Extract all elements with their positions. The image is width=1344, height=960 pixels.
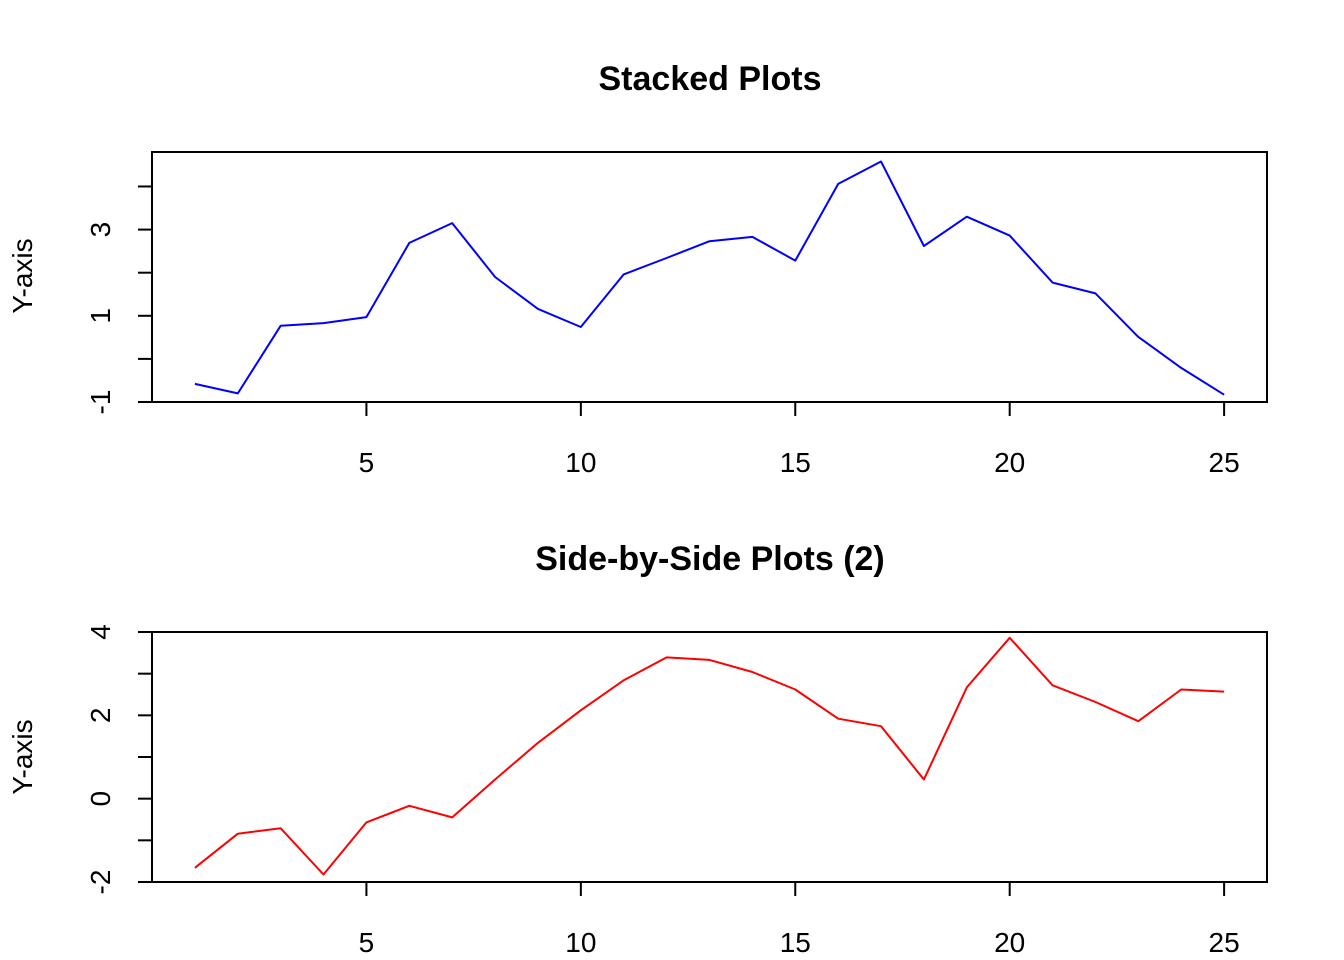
plot-area-border [151,151,1268,403]
series-group [194,636,1225,876]
chart-title: Stacked Plots [599,60,822,98]
y-tick-label: 0 [85,791,116,807]
chart-title: Side-by-Side Plots (2) [535,540,885,578]
x-tick-label: 20 [994,927,1025,958]
series-line [194,636,1225,876]
x-axis: 5 10 15 20 25 [359,881,1240,958]
chart-panel-stacked: Stacked Plots Y-axis 5 10 15 20 25 -1 1 3 [7,60,1268,478]
y-tick-label: 3 [85,222,116,238]
chart-panel-side-by-side: Side-by-Side Plots (2) Y-axis 5 10 15 20 25 … [7,540,1268,958]
x-tick-label: 5 [359,927,375,958]
x-axis: 5 10 15 20 25 [359,401,1240,478]
y-tick-label: 1 [85,308,116,324]
y-tick-label: -2 [85,870,116,895]
x-tick-label: 15 [780,447,811,478]
y-axis-label: Y-axis [7,238,38,313]
x-tick-label: 25 [1209,927,1240,958]
x-tick-label: 20 [994,447,1025,478]
y-tick-label: 2 [85,708,116,724]
y-tick-label: -1 [85,390,116,415]
x-tick-label: 10 [565,447,596,478]
x-tick-label: 25 [1209,447,1240,478]
series-group [194,160,1225,396]
x-tick-label: 10 [565,927,596,958]
x-tick-label: 5 [359,447,375,478]
y-axis: -1 1 3 [85,185,153,415]
plot-area-border [151,631,1268,883]
y-axis: -2 0 2 4 [85,624,153,895]
x-tick-label: 15 [780,927,811,958]
y-axis-label: Y-axis [7,719,38,794]
series-line [194,160,1225,396]
y-tick-label: 4 [85,624,116,640]
